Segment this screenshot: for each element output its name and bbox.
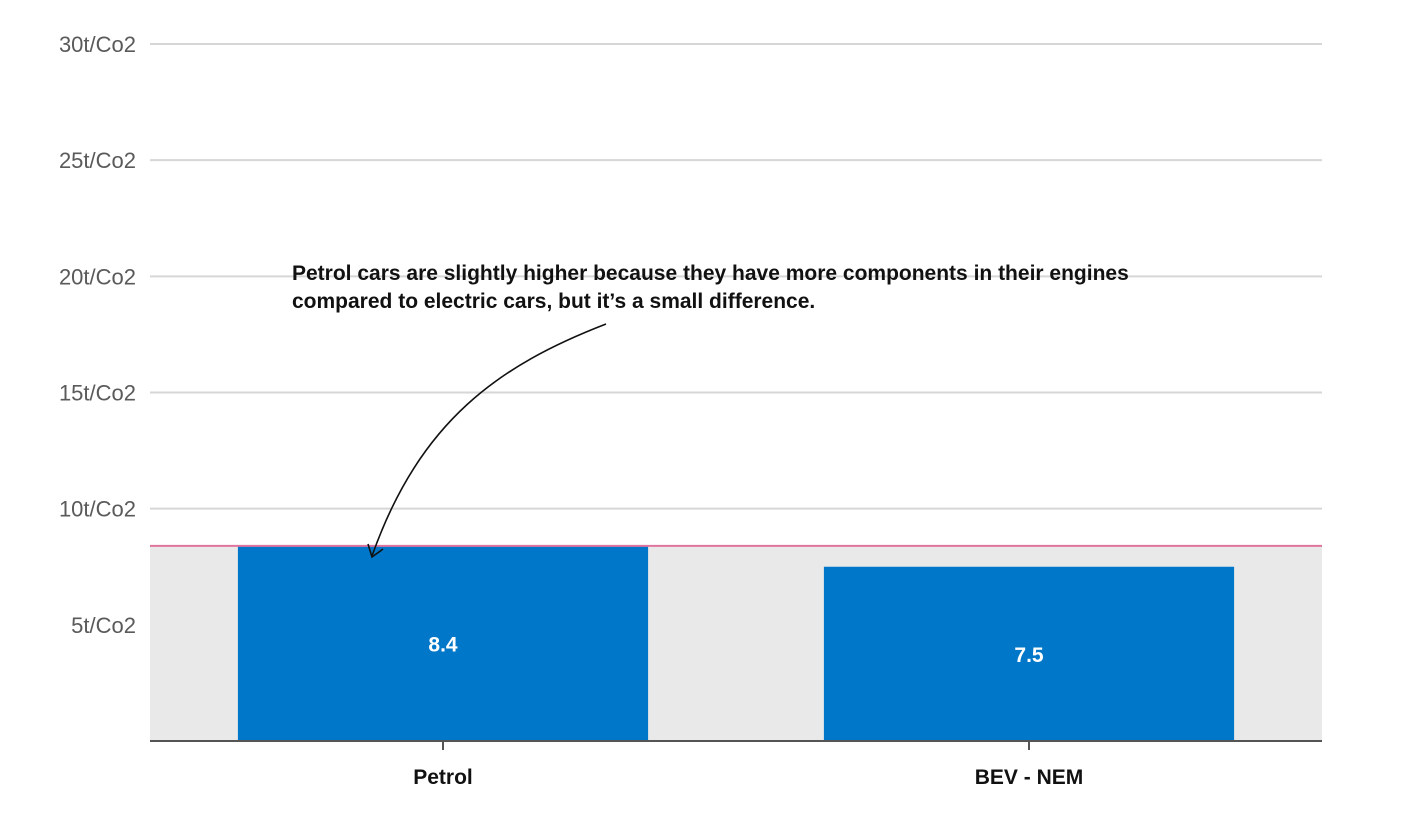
y-tick-label: 5t/Co2 bbox=[71, 613, 136, 638]
x-axis-ticks: Petrol BEV - NEM bbox=[413, 741, 1083, 789]
x-tick-label: Petrol bbox=[413, 766, 473, 789]
annotation-line-1: Petrol cars are slightly higher because … bbox=[292, 262, 1129, 285]
y-tick-label: 20t/Co2 bbox=[59, 264, 136, 289]
gridlines bbox=[150, 43, 1322, 626]
y-tick-label: 30t/Co2 bbox=[59, 32, 136, 57]
bar-value-label: 7.5 bbox=[1014, 644, 1044, 667]
x-tick-label: BEV - NEM bbox=[975, 766, 1084, 789]
bar-value-label: 8.4 bbox=[428, 633, 458, 656]
annotation-line-2: compared to electric cars, but it’s a sm… bbox=[292, 290, 815, 313]
annotation-arrowhead bbox=[367, 543, 384, 559]
y-tick-label: 10t/Co2 bbox=[59, 497, 136, 522]
y-axis-ticks: 5t/Co2 10t/Co2 15t/Co2 20t/Co2 25t/Co2 30t/Co… bbox=[59, 32, 136, 638]
bars: 8.4 7.5 bbox=[237, 545, 1235, 741]
bar bbox=[823, 566, 1235, 741]
bar bbox=[237, 545, 649, 741]
y-tick-label: 25t/Co2 bbox=[59, 148, 136, 173]
y-tick-label: 15t/Co2 bbox=[59, 381, 136, 406]
annotation: Petrol cars are slightly higher because … bbox=[292, 262, 1129, 559]
annotation-arrow bbox=[371, 323, 607, 557]
